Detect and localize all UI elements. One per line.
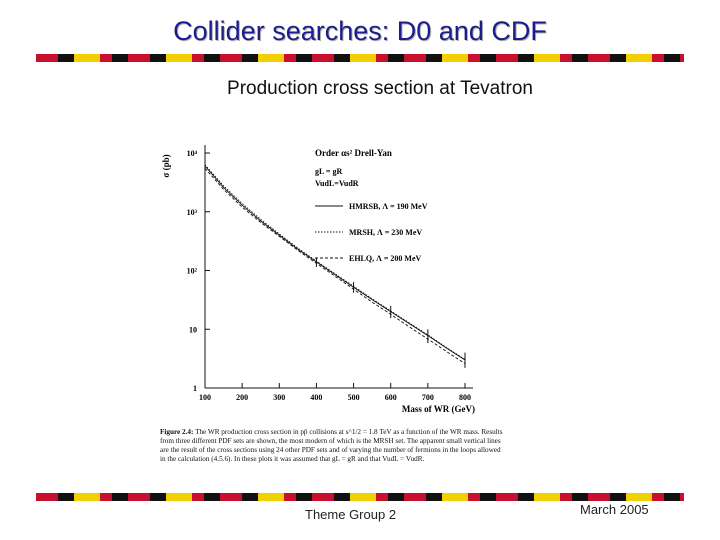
legend-label-1: HMRSB, Λ = 190 MeV (349, 202, 428, 211)
y-axis-label: σ (pb) (161, 154, 171, 177)
chart-series (204, 164, 466, 364)
x-tick-label: 200 (236, 393, 248, 402)
legend-condition-ckm: VudL=VudR (315, 179, 359, 188)
top-decorative-stripe (36, 54, 684, 62)
series-line-2 (204, 164, 466, 360)
y-tick-label: 10³ (187, 208, 198, 217)
y-tick-label: 10² (187, 267, 198, 276)
legend-label-2: MRSH, Λ = 230 MeV (349, 228, 422, 237)
x-axis-label: Mass of WR (GeV) (402, 404, 475, 414)
caption-label: Figure 2.4: (160, 428, 194, 436)
x-tick-label: 600 (385, 393, 397, 402)
footer-group-label: Theme Group 2 (305, 507, 397, 522)
series-line-1 (204, 165, 466, 361)
legend-label-3: EHLQ, Λ = 200 MeV (349, 254, 422, 263)
figure-caption: Figure 2.4: The WR production cross sect… (160, 428, 505, 464)
y-tick-label: 10 (189, 325, 197, 334)
legend-header: Order αs² Drell-Yan (315, 148, 392, 158)
bottom-decorative-stripe (36, 493, 684, 501)
cross-section-chart: σ (pb) Mass of WR (GeV) 100 200 300 400 500 60… (161, 145, 475, 414)
chart-ticks: 100 200 300 400 500 600 700 800 1 10 10² 10³ 10⁴ (187, 149, 471, 402)
series-line-3 (204, 168, 466, 364)
y-tick-label: 1 (193, 384, 197, 393)
cross-section-figure: σ (pb) Mass of WR (GeV) 100 200 300 400 500 60… (155, 128, 515, 493)
slide-title: Collider searches: D0 and CDF (173, 16, 547, 46)
x-tick-label: 700 (422, 393, 434, 402)
legend-condition-coupling: gL = gR (315, 167, 342, 176)
x-tick-label: 300 (273, 393, 285, 402)
chart-error-bars (315, 257, 466, 368)
chart-legend: Order αs² Drell-Yan gL = gR VudL=VudR HM… (315, 148, 428, 263)
x-tick-label: 400 (310, 393, 322, 402)
caption-text: The WR production cross section in pp̄ c… (160, 428, 503, 463)
y-tick-label: 10⁴ (187, 149, 198, 158)
footer-date: March 2005 (580, 502, 649, 517)
x-tick-label: 800 (459, 393, 471, 402)
x-tick-label: 500 (348, 393, 360, 402)
slide-subtitle: Production cross section at Tevatron (227, 78, 533, 99)
x-tick-label: 100 (199, 393, 211, 402)
